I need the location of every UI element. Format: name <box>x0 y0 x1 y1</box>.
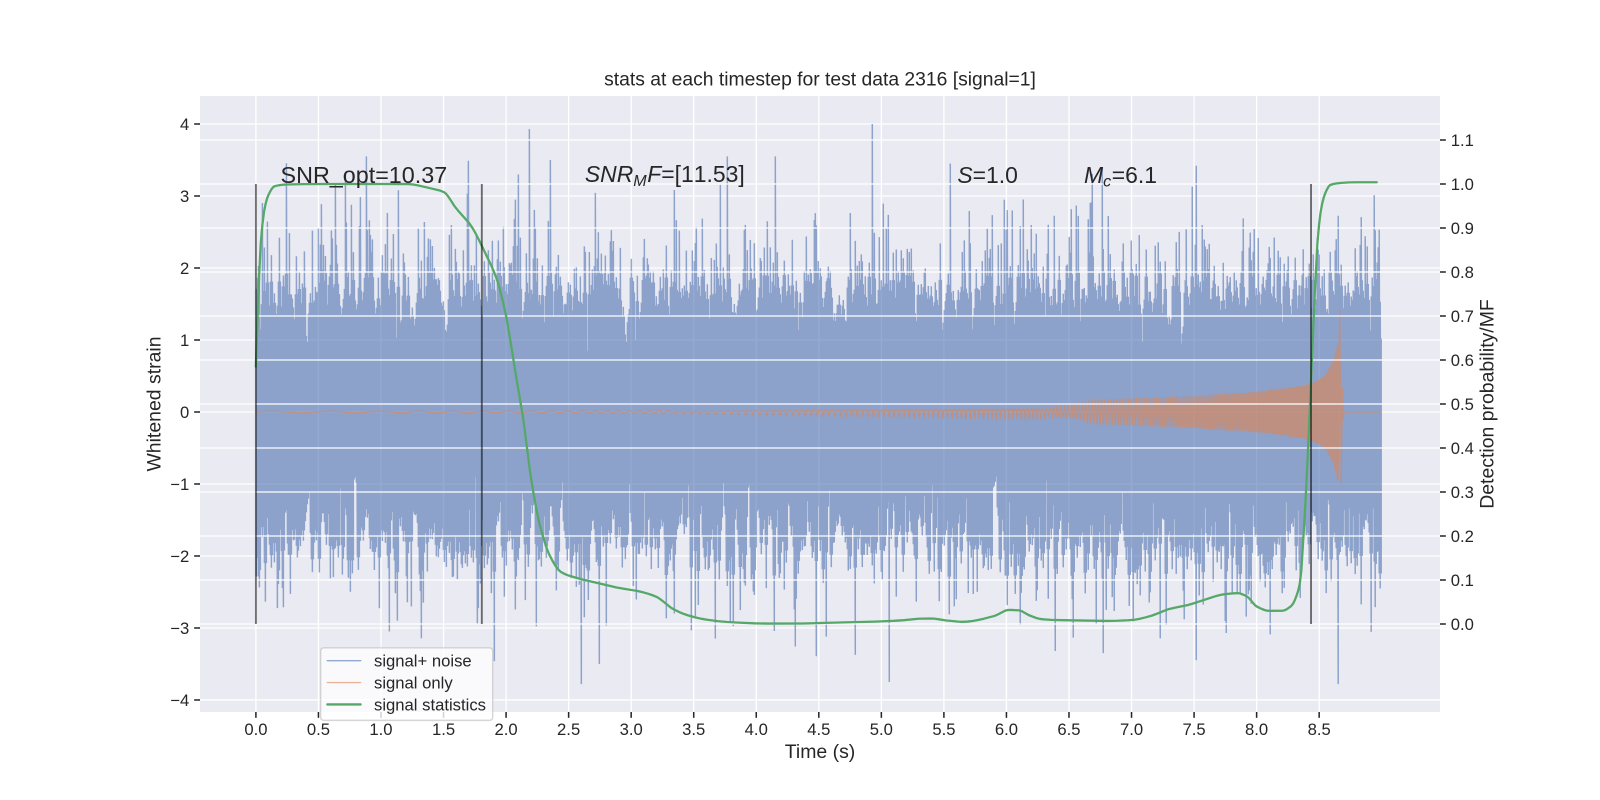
svg-text:0.3: 0.3 <box>1451 483 1474 502</box>
svg-text:3: 3 <box>180 187 189 206</box>
svg-text:−2: −2 <box>170 547 189 566</box>
svg-text:S N R F: S N R F M = [ 1 1 . 5 3 ] <box>585 161 745 191</box>
svg-text:3.5: 3.5 <box>682 720 705 739</box>
svg-text:4: 4 <box>180 115 189 134</box>
svg-text:5.0: 5.0 <box>870 720 893 739</box>
svg-text:6.5: 6.5 <box>1057 720 1080 739</box>
svg-text:0.8: 0.8 <box>1451 263 1474 282</box>
svg-text:0.6: 0.6 <box>1451 351 1474 370</box>
svg-text:S = 1 .: S = 1 . 0 <box>957 162 1018 188</box>
svg-text:SNR_opt=10.37: SNR_opt=10.37 <box>281 162 448 188</box>
svg-text:0.2: 0.2 <box>1451 527 1474 546</box>
svg-text:signal+ noise: signal+ noise <box>374 652 472 671</box>
svg-text:0.5: 0.5 <box>1451 395 1474 414</box>
svg-text:2.0: 2.0 <box>495 720 518 739</box>
svg-text:0.9: 0.9 <box>1451 219 1474 238</box>
svg-text:2.5: 2.5 <box>557 720 580 739</box>
svg-text:−4: −4 <box>170 691 189 710</box>
svg-text:0.1: 0.1 <box>1451 571 1474 590</box>
svg-text:signal statistics: signal statistics <box>374 695 486 714</box>
svg-text:4.0: 4.0 <box>745 720 768 739</box>
svg-text:signal only: signal only <box>374 673 453 692</box>
svg-text:1.0: 1.0 <box>369 720 392 739</box>
svg-text:8.5: 8.5 <box>1308 720 1331 739</box>
svg-text:−1: −1 <box>170 475 189 494</box>
svg-text:8.0: 8.0 <box>1245 720 1268 739</box>
svg-text:M c = 6: M c = 6 . 1 <box>1084 162 1157 192</box>
svg-text:−3: −3 <box>170 619 189 638</box>
svg-text:7.0: 7.0 <box>1120 720 1143 739</box>
svg-text:7.5: 7.5 <box>1182 720 1205 739</box>
svg-text:0.0: 0.0 <box>1451 615 1474 634</box>
svg-text:1.5: 1.5 <box>432 720 455 739</box>
svg-text:0.4: 0.4 <box>1451 439 1474 458</box>
svg-text:0.0: 0.0 <box>244 720 267 739</box>
svg-text:1: 1 <box>180 331 189 350</box>
svg-text:4.5: 4.5 <box>807 720 830 739</box>
svg-text:1.1: 1.1 <box>1451 131 1474 150</box>
svg-text:0.7: 0.7 <box>1451 307 1474 326</box>
svg-text:1.0: 1.0 <box>1451 175 1474 194</box>
svg-text:0.5: 0.5 <box>307 720 330 739</box>
svg-text:Whitened strain: Whitened strain <box>144 336 166 471</box>
svg-text:Time (s): Time (s) <box>785 741 856 763</box>
svg-text:Detection probability/MF: Detection probability/MF <box>1477 299 1499 509</box>
svg-text:stats at each timestep for tes: stats at each timestep for test data 231… <box>604 70 1036 91</box>
svg-text:3.0: 3.0 <box>620 720 643 739</box>
svg-text:2: 2 <box>180 259 189 278</box>
svg-text:6.0: 6.0 <box>995 720 1018 739</box>
svg-text:5.5: 5.5 <box>932 720 955 739</box>
svg-text:0: 0 <box>180 403 189 422</box>
